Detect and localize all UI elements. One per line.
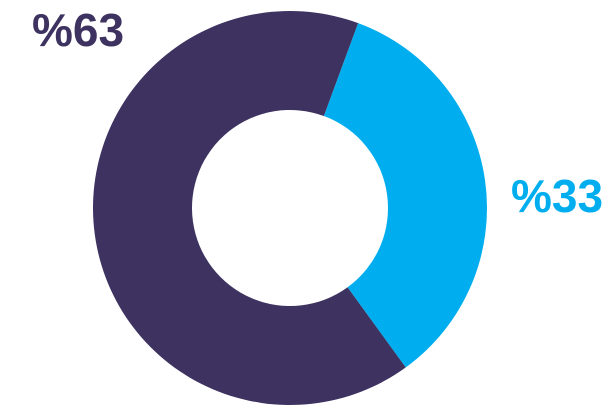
donut <box>92 10 487 406</box>
donut-slice <box>92 10 406 406</box>
data-label: %33 <box>511 170 603 222</box>
data-label: %63 <box>32 4 124 56</box>
donut-slice <box>323 23 487 368</box>
